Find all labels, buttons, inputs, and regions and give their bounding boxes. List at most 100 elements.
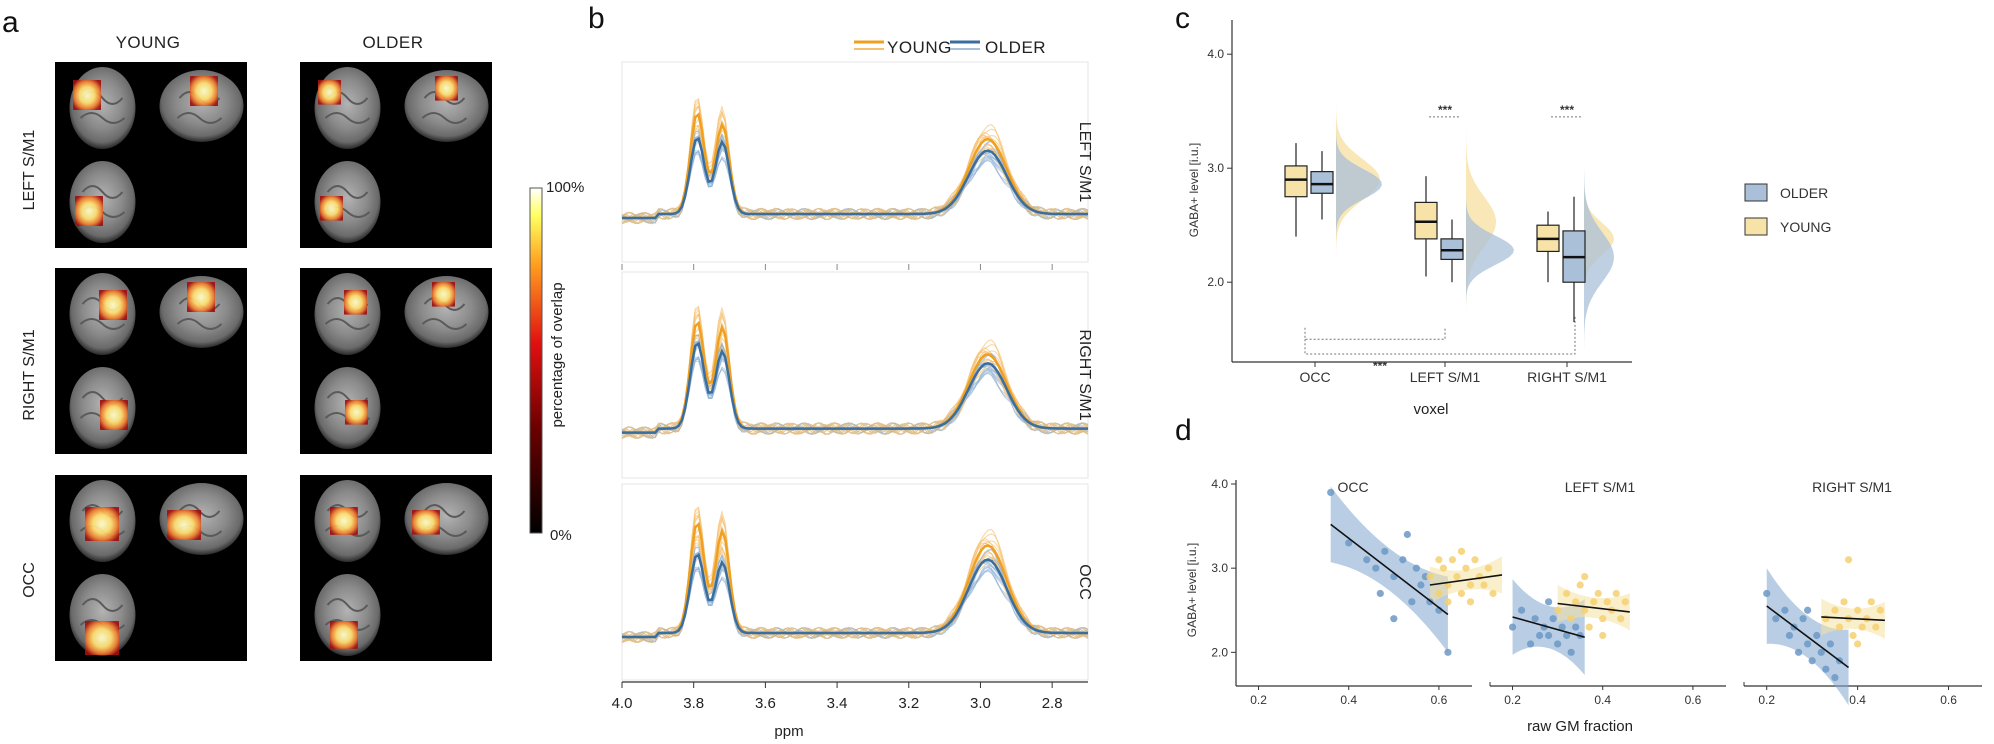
brain-mri-grid [55,62,492,661]
older-point [1822,665,1830,673]
boxplot-category-label: LEFT S/M1 [1410,369,1481,385]
older-fit-line [1330,523,1449,616]
scatter-facet-title: RIGHT S/M1 [1812,479,1892,495]
older-point [1554,640,1562,648]
older-point [1390,615,1398,623]
young-fit-line [1429,574,1503,586]
young-point [1594,589,1602,598]
young-point [1480,581,1488,589]
boxplot-y-tick-label: 2.0 [1207,275,1224,289]
half-violin [1584,71,1614,357]
spectra-x-tick-label: 3.0 [970,695,991,712]
young-point [1844,556,1853,564]
panel-a-label: a [2,6,19,39]
spectra-row-label: RIGHT S/M1 [1076,329,1093,420]
young-point [1572,598,1580,606]
voxel-overlay [412,510,440,535]
axial-slice [314,161,381,243]
older-fit-line [1766,605,1850,669]
older-point [1536,631,1544,640]
spectra-row-label: LEFT S/M1 [1076,122,1093,203]
older-point [1508,623,1517,631]
older-point [1799,615,1807,623]
half-violin [1336,25,1382,254]
scatter-y-tick-label: 4.0 [1211,477,1228,491]
spectra-plot: LEFT S/M1 RIGHT S/M1 OCC 4.0 3.8 3.6 3.4 3.2 3.0… [612,61,1093,712]
young-point [1581,572,1589,581]
young-point [1581,606,1589,614]
young-point [1599,631,1607,640]
young-point [1444,598,1452,606]
older-point [1381,547,1389,555]
young-point [1854,606,1862,614]
voxel-overlay [320,196,343,221]
voxel-overlay [85,507,119,541]
boxplot-ylabel: GABA+ level [i.u.] [1187,143,1201,237]
spectra-x-tick-label: 3.4 [827,695,848,712]
older-point [1567,648,1575,656]
spectra-x-tick-label: 4.0 [612,695,633,712]
half-violin [1466,94,1514,317]
coronal-slice [314,67,381,149]
older-point [1372,564,1380,572]
sig-bracket-occ [1304,327,1446,340]
older-point [1763,589,1771,598]
brain-row-0-group-1 [300,62,492,248]
legend-young-label: YOUNG [887,38,952,57]
half-violin [1466,119,1496,314]
scatter-x-tick-label: 0.6 [1431,693,1448,707]
boxplot-xlabel: voxel [1413,401,1448,418]
spectra-subpanel-bg [621,61,1089,263]
spectra-subpanel-bg [621,271,1089,479]
scatter-ylabel: GABA+ level [i.u.] [1185,543,1199,637]
young-point [1563,589,1571,598]
young-point [1471,556,1479,564]
sig-bracket-occ-right [1304,316,1576,355]
scatter-facet-title: LEFT S/M1 [1565,479,1636,495]
brain-row-1-group-1 [300,268,492,454]
scatter-x-tick-label: 0.4 [1340,693,1357,707]
older-point [1813,631,1821,640]
scatter-facet-title: OCC [1337,479,1368,495]
young-point [1612,589,1620,598]
older-point [1817,648,1825,656]
brain-row-0-group-0 [55,62,247,248]
older-point [1572,623,1580,631]
row-label-occ: OCC [21,562,38,598]
older-point [1804,606,1812,614]
col-header-older: OLDER [362,33,423,52]
older-mean-spectrum [622,341,1088,434]
legend-older-label: OLDER [985,38,1046,57]
older-point [1808,657,1816,665]
young-point [1603,598,1611,606]
voxel-overlay [435,76,458,101]
scatter-x-tick-label: 0.6 [1685,693,1702,707]
older-point [1376,589,1384,598]
voxel-overlay [318,80,341,105]
sig-stars: *** [1438,103,1452,117]
older-point [1794,648,1803,656]
young-point [1621,598,1629,606]
voxel-overlay [344,290,367,315]
sig-stars: *** [1373,359,1387,373]
boxplot-category-label: RIGHT S/M1 [1527,369,1607,385]
young-point [1457,547,1466,555]
young-point [1457,589,1466,598]
young-point [1876,606,1884,614]
sig-stars: *** [1560,103,1574,117]
older-point [1408,598,1416,606]
legend-young-text: YOUNG [1780,219,1831,235]
older-mean-spectrum [622,553,1088,639]
voxel-overlay [75,196,103,226]
col-header-young: YOUNG [116,33,181,52]
legend-older-text: OLDER [1780,185,1828,201]
voxel-overlay [99,290,127,320]
older-point [1327,488,1335,497]
boxplot-y-tick-label: 4.0 [1207,47,1224,61]
young-fit-line [1557,602,1630,613]
older-point [1412,564,1420,572]
brain-row-2-group-0 [55,475,247,661]
boxplot-category-label: OCC [1299,369,1330,385]
colorbar-min-label: 0% [550,527,572,544]
older-point [1399,556,1407,564]
